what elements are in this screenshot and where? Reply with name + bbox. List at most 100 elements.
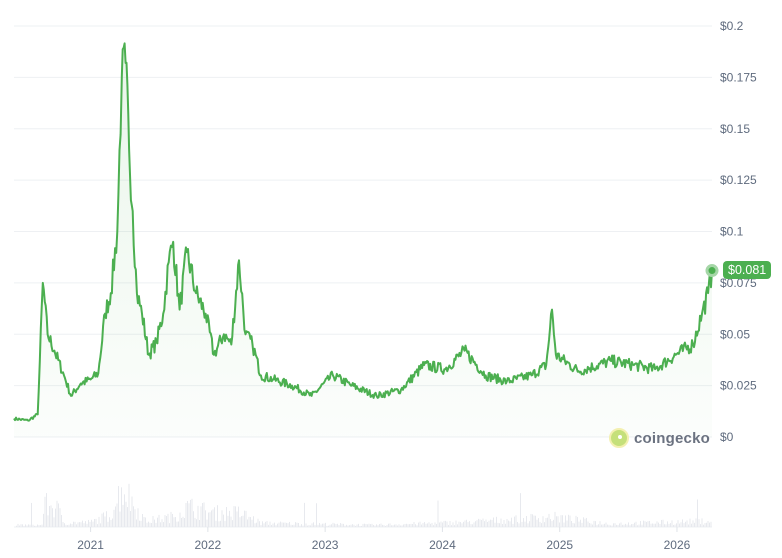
current-price-marker[interactable]	[705, 264, 719, 278]
x-tick-label: 2023	[312, 538, 339, 552]
volume-bar	[406, 523, 407, 527]
volume-bar	[547, 517, 548, 527]
volume-bar	[358, 523, 359, 527]
volume-bar	[229, 510, 230, 527]
volume-bar	[422, 523, 424, 527]
volume-bar	[305, 523, 307, 527]
volume-bar	[502, 524, 503, 527]
volume-bar	[475, 521, 476, 527]
volume-bar	[328, 525, 329, 527]
volume-bar	[365, 523, 367, 527]
volume-bar	[241, 516, 242, 527]
volume-bar	[77, 522, 79, 527]
volume-bar	[367, 524, 368, 527]
volume-bar	[208, 512, 209, 527]
volume-bar	[493, 517, 494, 527]
volume-bar	[290, 524, 292, 527]
volume-bar	[673, 524, 674, 527]
volume-bar	[479, 519, 481, 527]
volume-bar	[233, 506, 235, 527]
volume-bar	[535, 515, 536, 527]
volume-bar	[487, 521, 488, 527]
volume-bar	[203, 502, 205, 527]
volume-bar	[667, 521, 668, 527]
volume-bar	[337, 523, 338, 527]
volume-bar	[527, 523, 529, 527]
volume-bar	[238, 506, 239, 527]
volume-bar	[491, 519, 493, 527]
volume-bar	[658, 522, 659, 527]
volume-bar	[265, 521, 266, 527]
volume-bar	[688, 524, 689, 527]
volume-bar	[689, 518, 691, 527]
volume-bar	[23, 525, 25, 527]
volume-bar	[65, 524, 67, 527]
volume-bar	[61, 514, 62, 527]
volume-bar	[301, 524, 302, 527]
volume-bar	[148, 521, 149, 527]
volume-bar	[562, 515, 563, 527]
volume-bar	[182, 516, 184, 527]
volume-bar	[676, 523, 677, 527]
volume-bar	[209, 512, 211, 527]
volume-bar	[202, 503, 203, 527]
volume-bar	[332, 522, 334, 527]
volume-bar	[565, 515, 566, 527]
volume-bar	[619, 523, 620, 527]
volume-bar	[275, 525, 277, 527]
volume-bar	[691, 523, 692, 527]
volume-bar	[508, 520, 509, 527]
volume-bar	[218, 521, 220, 527]
volume-bar	[341, 523, 343, 527]
volume-bar	[650, 523, 652, 527]
volume-bar	[548, 513, 550, 527]
volume-bar	[115, 506, 116, 527]
volume-bar	[458, 521, 460, 527]
volume-bar	[460, 522, 461, 527]
volume-bar	[296, 522, 298, 527]
volume-bar	[571, 520, 572, 527]
volume-bar	[221, 510, 223, 527]
volume-bar	[299, 525, 301, 527]
volume-bar	[428, 522, 430, 527]
volume-bar	[25, 524, 26, 527]
volume-bar	[556, 516, 557, 527]
volume-bar	[532, 514, 533, 527]
volume-bar	[656, 521, 658, 527]
volume-bar	[380, 523, 382, 527]
volume-bar	[386, 525, 388, 527]
volume-bar	[50, 505, 52, 527]
volume-bar	[434, 522, 436, 527]
volume-bar	[464, 520, 466, 527]
volume-bar	[329, 524, 331, 527]
volume-bar	[638, 524, 640, 527]
volume-bar	[67, 525, 68, 527]
volume-bar	[700, 524, 701, 527]
volume-bar	[88, 519, 89, 527]
volume-bar	[430, 523, 431, 527]
volume-bar	[22, 524, 23, 527]
volume-bar	[133, 506, 134, 527]
volume-bar	[145, 517, 146, 527]
volume-bar	[278, 522, 280, 527]
volume-bar	[457, 524, 458, 527]
volume-bar	[566, 520, 568, 527]
volume-bar	[92, 521, 94, 527]
volume-bar	[361, 525, 362, 527]
volume-bar	[298, 523, 299, 527]
volume-bar	[622, 524, 623, 527]
volume-bar	[307, 525, 308, 527]
volume-bar	[521, 521, 523, 527]
volume-bar	[616, 524, 617, 527]
volume-bar	[287, 523, 289, 527]
volume-bar	[490, 519, 491, 527]
volume-bar	[605, 522, 607, 527]
y-tick-label: $0.1	[720, 225, 744, 239]
volume-bar	[260, 525, 262, 527]
volume-bar	[695, 518, 697, 527]
volume-bar	[601, 524, 602, 527]
volume-bar	[160, 522, 161, 527]
volume-bar	[461, 523, 463, 527]
volume-bar	[206, 519, 208, 527]
